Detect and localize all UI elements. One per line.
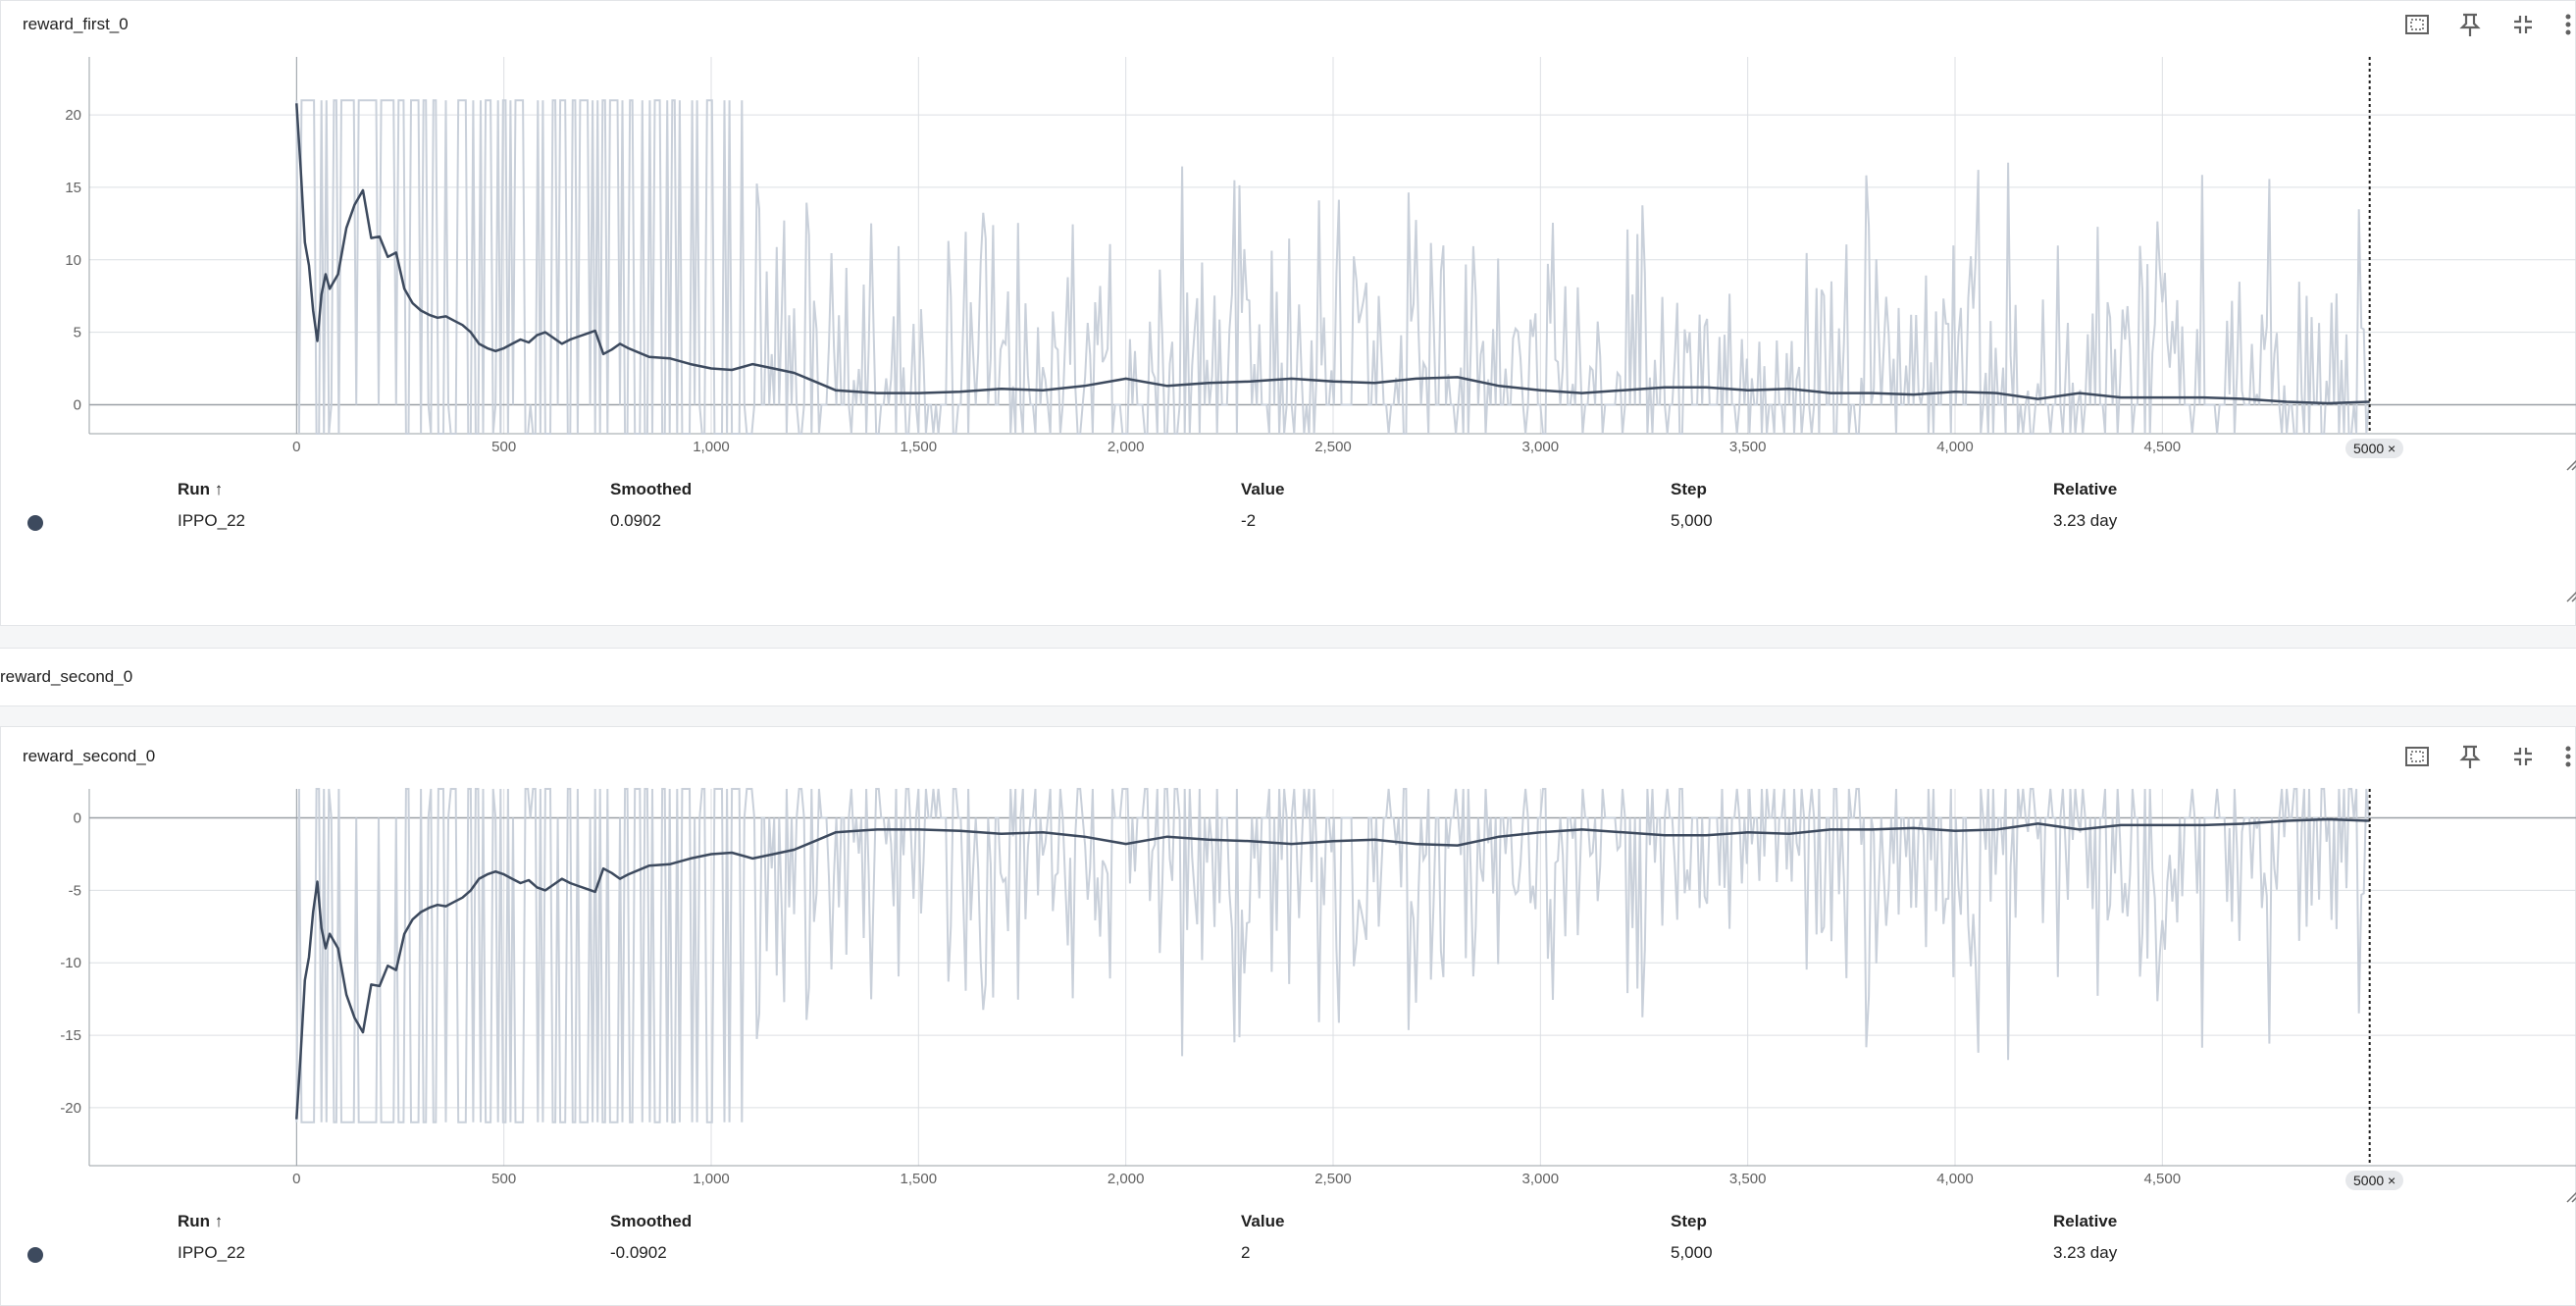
column-header-smoothed[interactable]: Smoothed bbox=[610, 480, 693, 498]
pin-icon[interactable] bbox=[2455, 11, 2485, 38]
x-tick-label: 3,000 bbox=[1522, 439, 1560, 455]
column-header-run[interactable]: Run ↑ bbox=[178, 480, 224, 498]
raw-value: -2 bbox=[1241, 511, 1257, 530]
x-tick-label: 1,500 bbox=[901, 439, 938, 455]
column-header-run[interactable]: Run ↑ bbox=[178, 1212, 224, 1230]
column-header-relative[interactable]: Relative bbox=[2053, 480, 2118, 498]
y-tick-label: -15 bbox=[60, 1027, 81, 1044]
x-tick-label: 2,500 bbox=[1314, 439, 1352, 455]
x-tick-label: 4,500 bbox=[2144, 439, 2182, 455]
card-title: reward_first_0 bbox=[23, 15, 129, 33]
run-color-dot bbox=[27, 1247, 43, 1263]
x-tick-label: 1,500 bbox=[901, 1171, 938, 1187]
line-chart[interactable]: 0 500 1,000 1,500 2,000 2,500 3,000 3,500 4,000 4… bbox=[1, 727, 2576, 1188]
card-toolbar bbox=[2379, 743, 2575, 770]
resize-handle-icon[interactable] bbox=[2565, 458, 2576, 472]
resize-handle-icon[interactable] bbox=[2565, 1190, 2576, 1204]
line-chart[interactable]: 0 500 1,000 1,500 2,000 2,500 3,000 3,500 4,000 4… bbox=[1, 1, 2576, 462]
column-header-step[interactable]: Step bbox=[1671, 480, 1707, 498]
cursor-step-pill[interactable]: 5000 × bbox=[2345, 439, 2404, 458]
relative-time: 3.23 day bbox=[2053, 1243, 2118, 1262]
x-tick-label: 2,500 bbox=[1314, 1171, 1352, 1187]
chart-card-reward-first: reward_first_0 0 500 1,000 1,500 2,000 2,500 3… bbox=[0, 0, 2576, 626]
resize-handle-icon[interactable] bbox=[2565, 590, 2576, 603]
x-tick-label: 4,000 bbox=[1936, 1171, 1974, 1187]
fit-domain-icon[interactable] bbox=[2402, 743, 2432, 770]
smoothed-series-line bbox=[295, 817, 2370, 1120]
raw-value: 2 bbox=[1241, 1243, 1251, 1262]
x-tick-label: 0 bbox=[292, 439, 300, 455]
x-tick-label: 2,000 bbox=[1108, 1171, 1145, 1187]
y-tick-label: -10 bbox=[60, 955, 81, 971]
relative-time: 3.23 day bbox=[2053, 511, 2118, 530]
x-tick-label: 3,500 bbox=[1729, 439, 1767, 455]
pin-icon[interactable] bbox=[2455, 743, 2485, 770]
column-header-smoothed[interactable]: Smoothed bbox=[610, 1212, 693, 1230]
fit-domain-icon[interactable] bbox=[2402, 11, 2432, 38]
y-tick-label: -5 bbox=[69, 882, 81, 899]
group-header[interactable]: reward_second_0 bbox=[0, 648, 2576, 706]
more-vert-icon[interactable] bbox=[2553, 11, 2576, 38]
column-header-value[interactable]: Value bbox=[1241, 480, 1285, 498]
y-tick-label: 10 bbox=[65, 252, 81, 269]
y-tick-label: -20 bbox=[60, 1100, 81, 1117]
smoothed-series-line bbox=[295, 103, 2370, 405]
column-header-relative[interactable]: Relative bbox=[2053, 1212, 2118, 1230]
cursor-step-pill[interactable]: 5000 × bbox=[2345, 1171, 2404, 1190]
card-title: reward_second_0 bbox=[23, 747, 156, 765]
run-name: IPPO_22 bbox=[178, 511, 245, 530]
group-title: reward_second_0 bbox=[0, 667, 133, 686]
smoothed-value: 0.0902 bbox=[610, 511, 661, 530]
more-vert-icon[interactable] bbox=[2553, 743, 2576, 770]
x-tick-label: 3,500 bbox=[1729, 1171, 1767, 1187]
step-value: 5,000 bbox=[1671, 511, 1713, 530]
column-header-step[interactable]: Step bbox=[1671, 1212, 1707, 1230]
raw-series-line bbox=[295, 99, 2370, 435]
collapse-icon[interactable] bbox=[2508, 743, 2538, 770]
y-tick-label: 5 bbox=[74, 325, 81, 341]
x-tick-label: 1,000 bbox=[693, 439, 730, 455]
card-toolbar bbox=[2379, 11, 2575, 38]
step-value: 5,000 bbox=[1671, 1243, 1713, 1262]
x-tick-label: 2,000 bbox=[1108, 439, 1145, 455]
run-color-dot bbox=[27, 515, 43, 531]
chart-card-reward-second: reward_second_0 0 500 1,000 1,500 2,000 2,500… bbox=[0, 726, 2576, 1306]
y-tick-label: 20 bbox=[65, 107, 81, 124]
collapse-icon[interactable] bbox=[2508, 11, 2538, 38]
x-tick-label: 500 bbox=[491, 1171, 516, 1187]
x-tick-label: 3,000 bbox=[1522, 1171, 1560, 1187]
x-tick-label: 500 bbox=[491, 439, 516, 455]
raw-series-line bbox=[295, 788, 2370, 1123]
column-header-value[interactable]: Value bbox=[1241, 1212, 1285, 1230]
y-tick-label: 15 bbox=[65, 180, 81, 196]
y-tick-label: 0 bbox=[74, 810, 81, 827]
smoothed-value: -0.0902 bbox=[610, 1243, 667, 1262]
x-tick-label: 1,000 bbox=[693, 1171, 730, 1187]
x-tick-label: 4,500 bbox=[2144, 1171, 2182, 1187]
run-name: IPPO_22 bbox=[178, 1243, 245, 1262]
x-tick-label: 0 bbox=[292, 1171, 300, 1187]
x-tick-label: 4,000 bbox=[1936, 439, 1974, 455]
y-tick-label: 0 bbox=[74, 396, 81, 413]
